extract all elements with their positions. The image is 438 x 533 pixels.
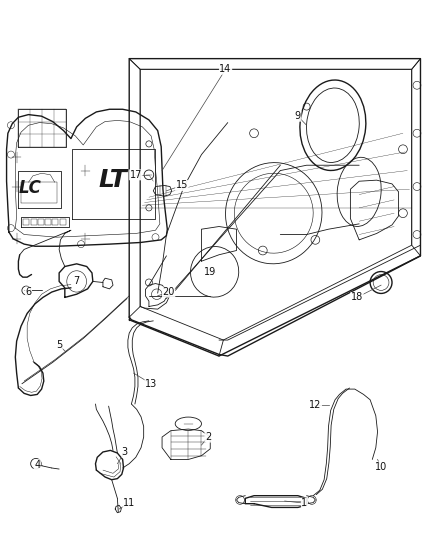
Text: 9: 9 <box>295 111 301 121</box>
Text: 1: 1 <box>301 498 307 508</box>
Text: 14: 14 <box>219 64 232 74</box>
Text: 18: 18 <box>351 293 363 302</box>
Text: 17: 17 <box>130 170 142 180</box>
Text: 5: 5 <box>56 341 62 350</box>
Text: 10: 10 <box>375 462 387 472</box>
Text: 13: 13 <box>145 379 157 389</box>
Text: 19: 19 <box>204 267 216 277</box>
Text: 12: 12 <box>309 400 321 410</box>
Text: 11: 11 <box>123 498 135 508</box>
Text: LT: LT <box>99 168 127 192</box>
Text: 6: 6 <box>25 287 32 297</box>
Text: 20: 20 <box>162 287 175 297</box>
Text: 4: 4 <box>34 460 40 470</box>
Text: 3: 3 <box>122 447 128 457</box>
Text: LC: LC <box>18 179 41 197</box>
Text: 15: 15 <box>176 181 188 190</box>
Text: 7: 7 <box>74 277 80 286</box>
Text: 2: 2 <box>205 432 211 442</box>
